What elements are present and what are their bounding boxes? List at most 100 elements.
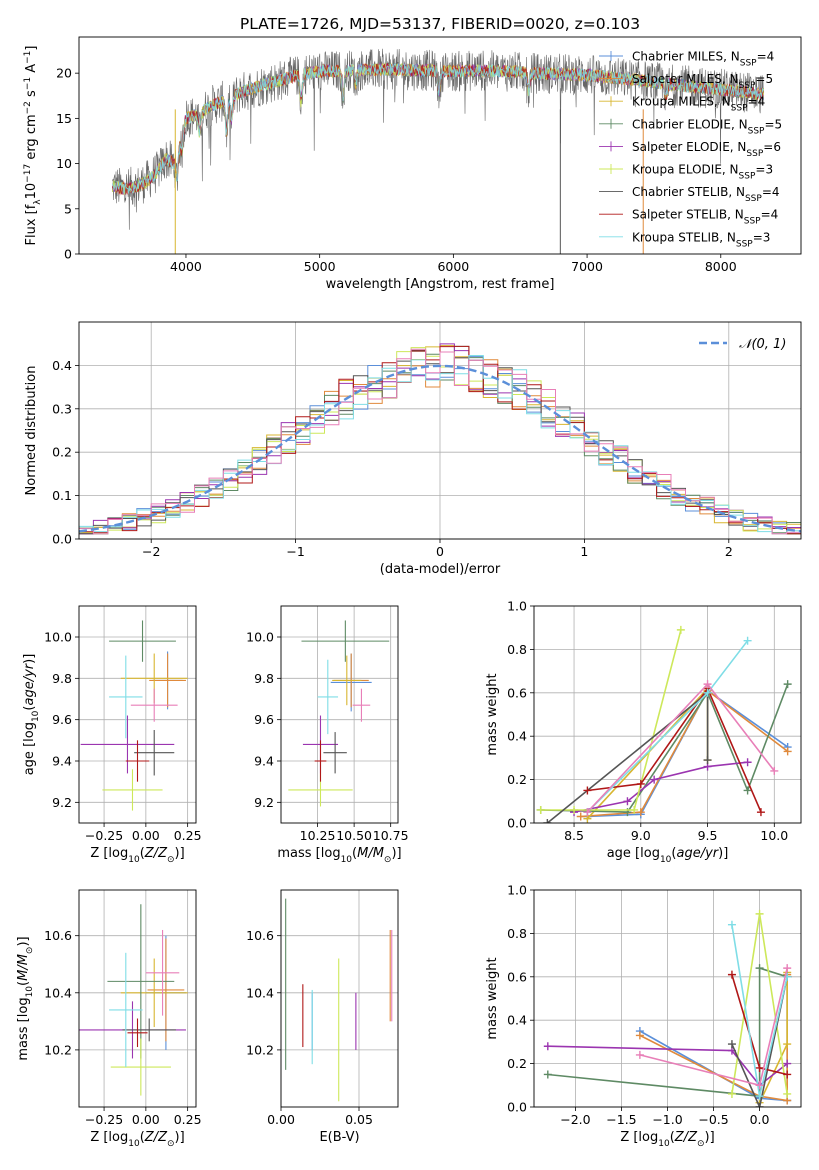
legend-text: =5 — [755, 72, 773, 86]
weight-marker — [783, 1070, 792, 1079]
label-part: 10 — [31, 710, 41, 722]
y-tick-label: 0.8 — [507, 926, 527, 941]
axes-frame — [78, 889, 197, 1108]
y-axis-label: Flux [fλ10−17 erg cm−2 s−1 A−1] — [23, 46, 43, 246]
y-tick-label: 0 — [64, 247, 72, 262]
label-part: 10 — [24, 183, 39, 200]
label-part: A — [24, 64, 39, 77]
label-part: 10 — [25, 986, 35, 998]
legend-label: Kroupa ELODIE, NSSP=3 — [632, 163, 773, 182]
legend-label: Chabrier STELIB, NSSP=4 — [632, 185, 780, 204]
label-part: mass [log — [277, 846, 340, 861]
mass_vs_EBV-panel: 0.00 0.05 10.2 10.4 10.6 E(B-V) — [246, 889, 399, 1145]
label-part: (data-model)/error — [380, 562, 501, 577]
y-tick-label: 9.6 — [254, 712, 274, 727]
label-part: ⊙ — [384, 855, 392, 865]
y-tick-label: 20 — [56, 66, 72, 81]
weight-marker — [635, 1050, 644, 1059]
y-tick-label: 10.0 — [246, 630, 274, 645]
legend-text: SSP — [731, 104, 748, 114]
y-tick-label: 0.2 — [52, 445, 72, 460]
x-tick-label: −1.5 — [606, 1112, 636, 1127]
y-axis-label: age [log10(age/yr)] — [22, 654, 41, 776]
x-tick-label: 5000 — [304, 259, 336, 274]
x-tick-label: −1.0 — [652, 1112, 682, 1127]
weight-marker — [636, 779, 645, 788]
label-part: age/yr — [22, 662, 37, 705]
axes-frame — [78, 321, 802, 540]
legend-label: Salpeter STELIB, NSSP=4 — [632, 208, 778, 227]
y-tick-label: 10.4 — [44, 985, 72, 1000]
x-tick-label: 0.25 — [174, 1112, 202, 1127]
weight-marker — [755, 964, 764, 973]
x-tick-label: 6000 — [437, 259, 469, 274]
y-tick-label: 10.6 — [44, 928, 72, 943]
weight-line — [547, 1045, 788, 1087]
legend-text: Chabrier STELIB, N — [632, 185, 745, 199]
weight-marker — [543, 1070, 552, 1079]
weight-marker — [636, 808, 645, 817]
x-axis-label: Z [log10(Z/Z⊙)] — [90, 846, 184, 865]
y-tick-label: 9.8 — [52, 671, 72, 686]
y-tick-label: 0.2 — [507, 1056, 527, 1071]
y-tick-label: 9.2 — [52, 795, 72, 810]
spectrum-line — [112, 62, 764, 195]
legend-text: Chabrier ELODIE, N — [632, 117, 748, 131]
weight-marker — [583, 808, 592, 817]
label-part: ⊙ — [25, 947, 35, 955]
label-part: 10 — [341, 855, 353, 865]
x-tick-label: 0 — [436, 544, 444, 559]
axes-frame — [78, 605, 197, 824]
legend-text: =4 — [757, 50, 775, 64]
label-part: age [log — [607, 846, 660, 861]
label-part: M/M — [16, 954, 31, 981]
x-tick-label: −2.0 — [560, 1112, 590, 1127]
x-tick-label: 10.0 — [760, 828, 788, 843]
x-axis-label: wavelength [Angstrom, rest frame] — [326, 277, 555, 292]
legend-text: Kroupa ELODIE, N — [632, 163, 739, 177]
weight-marker — [623, 797, 632, 806]
y-tick-label: 0.4 — [507, 1013, 527, 1028]
y-tick-label: 10.2 — [44, 1042, 72, 1057]
legend-text: Salpeter ELODIE, N — [632, 140, 746, 154]
legend-label: Kroupa STELIB, NSSP=3 — [632, 230, 770, 249]
legend-label: Chabrier MILES, NSSP=4 — [632, 50, 774, 69]
legend-text: SSP — [739, 81, 756, 91]
weight-marker — [755, 1092, 764, 1101]
weight-marker — [755, 1081, 764, 1090]
label-part: ⊙ — [167, 1139, 175, 1149]
label-part: Flux [f — [24, 204, 39, 245]
age_vs_Z-plot-area — [80, 620, 188, 811]
label-part: ( — [140, 846, 145, 861]
label-part: ( — [352, 846, 357, 861]
mass_weight_vs_age-plot-area — [536, 625, 792, 823]
label-part: )] — [22, 654, 37, 664]
weight-marker — [755, 1103, 764, 1107]
x-tick-label: 10.50 — [336, 828, 372, 843]
x-tick-label: −0.25 — [85, 828, 123, 843]
x-tick-label: 0.00 — [132, 828, 160, 843]
weight-marker — [576, 812, 585, 821]
axes-frame — [280, 605, 399, 824]
age_vs_Z-panel: −0.25 0.00 0.259.29.49.69.810.0Z [log10(Z/… — [22, 605, 202, 865]
legend-text: Chabrier MILES, N — [632, 50, 740, 64]
y-tick-label: 0.0 — [507, 1100, 527, 1115]
label-part: λ — [33, 199, 43, 205]
axes-frame — [78, 36, 802, 255]
label-part: wavelength [Angstrom, rest frame] — [326, 277, 555, 292]
y-tick-label: 0.6 — [507, 969, 527, 984]
weight-marker — [703, 680, 712, 689]
y-tick-label: 0.0 — [52, 532, 72, 547]
x-tick-label: 0.0 — [750, 1112, 770, 1127]
weight-marker — [703, 688, 712, 697]
weight-marker — [536, 805, 545, 814]
weight-marker — [743, 758, 752, 767]
label-part: Z [log — [90, 1130, 128, 1145]
spectrum-plot-area — [112, 48, 764, 254]
x-tick-label: 2 — [725, 544, 733, 559]
legend-text: Salpeter STELIB, N — [632, 208, 744, 222]
label-part: mass weight — [485, 673, 500, 755]
weight-line — [547, 967, 788, 1098]
label-part: erg cm — [24, 114, 39, 163]
y-axis-label: Normed distribution — [24, 366, 39, 496]
